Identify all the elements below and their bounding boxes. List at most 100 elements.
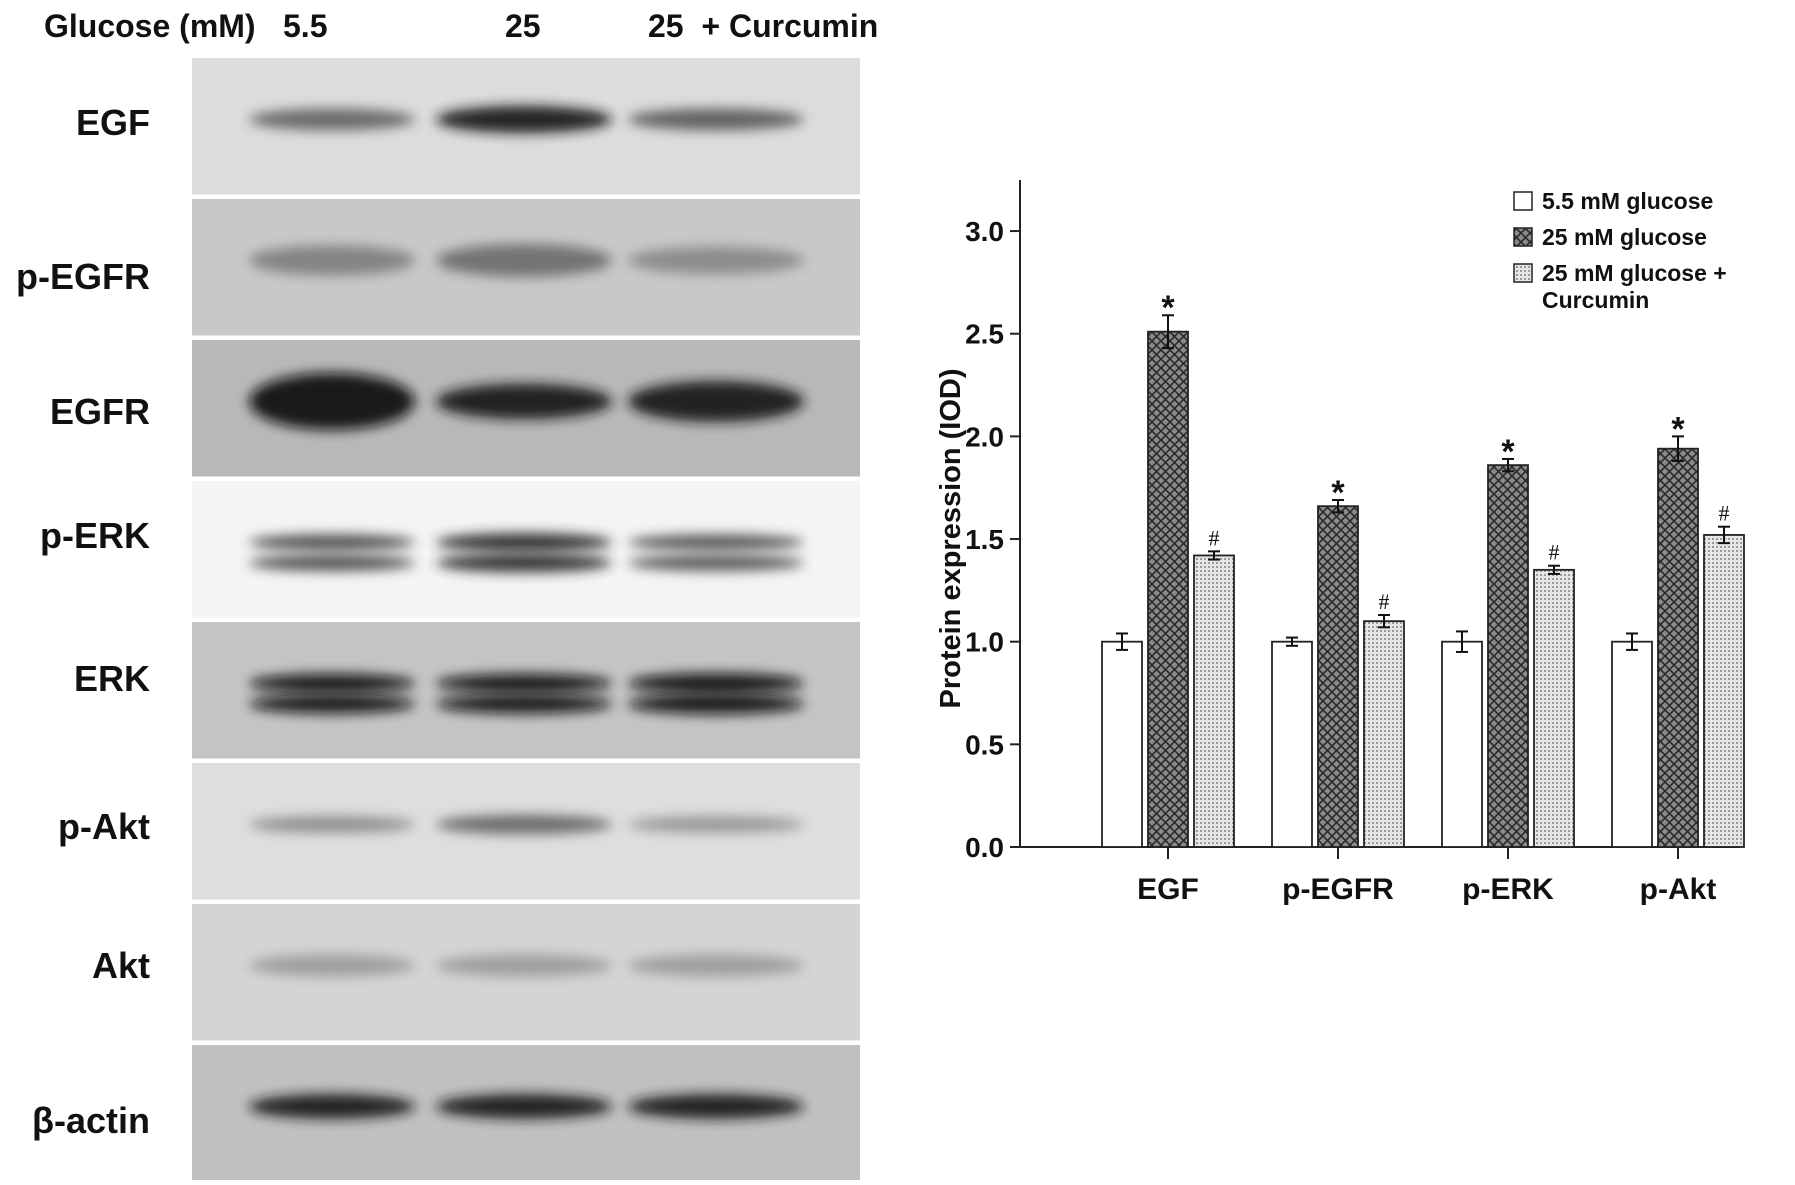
error-bar-p-akt-25-mm-glucose-curcumin	[1718, 525, 1730, 545]
error-bar-p-egfr-5-5-mm-glucose	[1286, 636, 1298, 647]
blot-strip-p-egfr	[192, 199, 860, 336]
error-bar-p-erk-25-mm-glucose-curcumin	[1548, 564, 1560, 575]
bar-p-akt-25-mm-glucose-curcumin	[1703, 534, 1745, 848]
legend-label-5-5-mm-glucose: 5.5 mM glucose	[1542, 188, 1713, 214]
bar-p-akt-25-mm-glucose	[1657, 447, 1699, 848]
blot-band-erk-lane-3-2	[628, 693, 804, 715]
y-tick-label: 1.5	[965, 524, 1004, 555]
lane-label-5-5: 5.5	[283, 8, 328, 44]
error-bar-egf-5-5-mm-glucose	[1116, 632, 1128, 651]
significance-star-p-erk: *	[1501, 433, 1515, 471]
error-bar-p-egfr-25-mm-glucose	[1332, 499, 1344, 514]
glucose-condition-label: Glucose (mM)	[44, 8, 256, 44]
bar-egf-25-mm-glucose	[1147, 330, 1189, 848]
error-bar-egf-25-mm-glucose-curcumin	[1208, 550, 1220, 561]
legend-swatch-5-5-mm-glucose	[1513, 191, 1533, 211]
protein-expression-bar-chart: 0.0 0.5 1.0 1.5 2.0 2.5 3.0 Protein expression …	[935, 180, 1745, 906]
error-bar-p-egfr-25-mm-glucose-curcumin	[1378, 613, 1390, 629]
y-axis-label: Protein expression (IOD)	[935, 368, 967, 708]
blot-strip-egfr	[192, 340, 860, 477]
blot-band-erk-lane-2-2	[436, 694, 612, 714]
significance-hash-p-erk: #	[1549, 540, 1560, 565]
error-bar-p-akt-25-mm-glucose	[1672, 435, 1684, 463]
y-tick-label: 0.5	[965, 729, 1004, 760]
blot-band-egf-lane-3	[628, 108, 804, 131]
blot-band-erk-lane-3-1	[628, 673, 804, 694]
bar-egf-5-5-mm-glucose	[1101, 640, 1143, 848]
blot-strip-p-akt	[192, 763, 860, 900]
bar-p-egfr-25-mm-glucose	[1317, 505, 1359, 848]
blot-band-p-akt-lane-1	[249, 816, 415, 833]
blot-band-actin-lane-3	[628, 1094, 804, 1119]
blot-band-p-egfr-lane-1	[249, 245, 415, 276]
blot-band-actin-lane-1	[249, 1094, 415, 1119]
error-bar-p-erk-5-5-mm-glucose	[1456, 630, 1468, 653]
bar-p-erk-5-5-mm-glucose	[1441, 640, 1483, 848]
blot-label-p-akt: p-Akt	[58, 806, 150, 847]
blot-strip-p-erk	[192, 481, 860, 618]
y-tick-label: 0.0	[965, 832, 1004, 863]
blot-band-p-erk-lane-3-1	[628, 534, 804, 551]
blot-label-p-erk: p-ERK	[40, 515, 150, 556]
x-tick-label-p-akt: p-Akt	[1640, 873, 1717, 906]
blot-band-akt-lane-3	[628, 954, 804, 977]
error-bar-p-erk-25-mm-glucose	[1502, 457, 1514, 473]
bar-p-akt-5-5-mm-glucose	[1611, 640, 1653, 848]
x-tick-label-p-egfr: p-EGFR	[1282, 873, 1394, 906]
blot-label-egf: EGF	[75, 102, 150, 143]
blot-band-p-akt-lane-3	[628, 816, 804, 833]
blot-band-egf-lane-2	[436, 105, 612, 134]
significance-star-p-akt: *	[1671, 410, 1685, 448]
blot-band-p-egfr-lane-3	[628, 246, 804, 275]
blot-band-akt-lane-2	[436, 954, 612, 977]
bar-p-erk-25-mm-glucose	[1487, 464, 1529, 848]
legend-swatch-25-mm-glucose	[1513, 227, 1533, 247]
blot-band-p-erk-lane-2-1	[436, 532, 612, 552]
significance-hash-p-akt: #	[1719, 501, 1730, 526]
blot-label-erk: ERK	[73, 658, 150, 699]
blot-strip-akt	[192, 904, 860, 1041]
legend-label-25-mm-glucose-curcumin: 25 mM glucose +	[1542, 260, 1727, 286]
blot-band-p-erk-lane-3-2	[628, 554, 804, 572]
blot-strip-actin	[192, 1045, 860, 1180]
blot-band-egf-lane-1	[249, 108, 415, 131]
bar-p-egfr-25-mm-glucose-curcumin	[1363, 620, 1405, 848]
blot-band-egfr-lane-1	[249, 372, 415, 431]
lane-label-25: 25	[505, 8, 541, 44]
blot-label-beta-actin: β-actin	[32, 1100, 150, 1141]
blot-strip-egf	[192, 58, 860, 195]
significance-hash-p-egfr: #	[1379, 589, 1390, 614]
legend-swatch-25-mm-glucose-curcumin	[1513, 263, 1533, 283]
blot-band-p-erk-lane-1-1	[249, 534, 415, 551]
y-tick-label: 3.0	[965, 216, 1004, 247]
blot-band-erk-lane-2-1	[436, 673, 612, 693]
blot-band-egfr-lane-3	[628, 380, 804, 422]
blot-band-p-erk-lane-1-2	[249, 554, 415, 572]
blot-band-erk-lane-1-2	[249, 694, 415, 714]
blot-band-egfr-lane-2	[436, 383, 612, 420]
legend-label-25-mm-glucose: 25 mM glucose	[1542, 224, 1707, 250]
bar-egf-25-mm-glucose-curcumin	[1193, 554, 1235, 848]
western-blot-panel	[192, 58, 860, 1180]
blot-band-akt-lane-1	[249, 954, 415, 977]
blot-label-p-egfr: p-EGFR	[16, 256, 150, 297]
x-tick-label-p-erk: p-ERK	[1462, 873, 1554, 906]
blot-header: Glucose (mM) 5.5 25 25 + Curcumin	[0, 4, 900, 52]
blot-band-erk-lane-1-1	[249, 673, 415, 693]
blot-label-egfr: EGFR	[49, 391, 150, 432]
y-tick-label: 1.0	[965, 627, 1004, 658]
blot-strip-erk	[192, 622, 860, 759]
significance-star-p-egfr: *	[1331, 474, 1345, 512]
significance-hash-egf: #	[1209, 525, 1220, 550]
blot-label-akt: Akt	[91, 945, 150, 986]
blot-band-p-erk-lane-2-2	[436, 553, 612, 573]
lane-label-25-curcumin: 25 + Curcumin	[648, 8, 879, 44]
blot-band-actin-lane-2	[436, 1094, 612, 1119]
legend-label-25-mm-glucose-curcumin-line2: Curcumin	[1542, 287, 1649, 313]
error-bar-p-akt-5-5-mm-glucose	[1626, 632, 1638, 651]
x-tick-label-egf: EGF	[1137, 873, 1199, 906]
bar-p-erk-25-mm-glucose-curcumin	[1533, 568, 1575, 848]
blot-band-p-akt-lane-2	[436, 814, 612, 834]
bar-p-egfr-5-5-mm-glucose	[1271, 640, 1313, 848]
blot-band-p-egfr-lane-2	[436, 244, 612, 277]
